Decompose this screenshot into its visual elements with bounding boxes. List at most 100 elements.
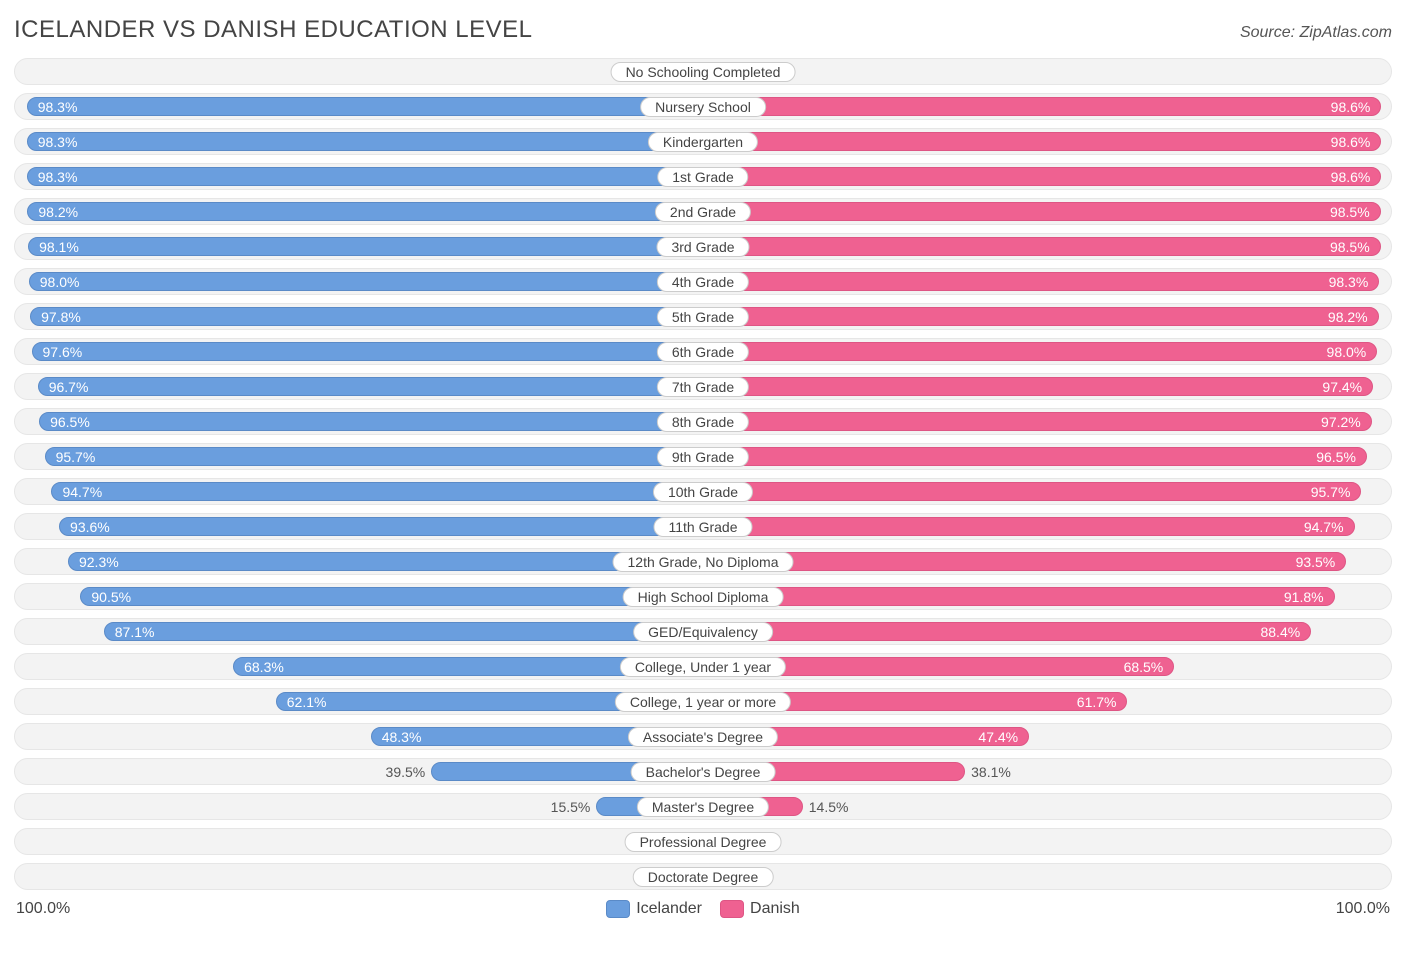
value-right: 98.6% [1321,99,1381,115]
chart-row: 98.3%98.6%Nursery School [14,93,1392,120]
bar-right: 94.7% [703,517,1355,536]
value-right: 98.2% [1318,309,1378,325]
value-right: 98.0% [1317,344,1377,360]
value-left: 96.5% [40,414,100,430]
value-left: 15.5% [545,799,597,815]
bar-right: 98.6% [703,132,1381,151]
value-left: 87.1% [105,624,165,640]
category-label: High School Diploma [623,587,784,607]
legend-label-icelander: Icelander [636,900,702,917]
value-right: 68.5% [1114,659,1174,675]
bar-right: 93.5% [703,552,1346,571]
category-label: Bachelor's Degree [631,762,776,782]
value-left: 92.3% [69,554,129,570]
bar-left: 98.3% [27,167,703,186]
chart-row: 4.8%4.4%Professional Degree [14,828,1392,855]
category-label: Professional Degree [625,832,782,852]
diverging-bar-chart: 1.7%1.5%No Schooling Completed98.3%98.6%… [12,58,1394,890]
value-left: 68.3% [234,659,294,675]
bar-right: 97.4% [703,377,1373,396]
chart-row: 90.5% 91.8% High School Diploma [14,583,1392,610]
category-label: 2nd Grade [655,202,751,222]
category-label: GED/Equivalency [633,622,773,642]
value-left: 94.7% [52,484,112,500]
value-right: 98.6% [1321,134,1381,150]
chart-row: 93.6%94.7%11th Grade [14,513,1392,540]
value-left: 98.1% [29,239,89,255]
value-left: 62.1% [277,694,337,710]
chart-footer: 100.0% Icelander Danish 100.0% [12,898,1394,922]
category-label: Master's Degree [637,797,769,817]
value-right: 98.6% [1321,169,1381,185]
chart-row: 95.7%96.5%9th Grade [14,443,1392,470]
bar-right: 98.0% [703,342,1377,361]
chart-row: 98.2%98.5%2nd Grade [14,198,1392,225]
bar-left: 92.3% [68,552,703,571]
chart-row: 94.7%95.7%10th Grade [14,478,1392,505]
legend-swatch-danish [720,900,744,918]
legend-item-icelander: Icelander [606,900,702,918]
chart-row: 15.5% 14.5% Master's Degree [14,793,1392,820]
bar-left: 98.1% [28,237,703,256]
category-label: 7th Grade [657,377,749,397]
bar-left: 96.5% [39,412,703,431]
bar-left: 98.0% [29,272,703,291]
category-label: 1st Grade [657,167,748,187]
axis-right-label: 100.0% [800,900,1390,918]
value-right: 61.7% [1067,694,1127,710]
category-label: Associate's Degree [628,727,778,747]
category-label: No Schooling Completed [611,62,796,82]
value-left: 95.7% [46,449,106,465]
chart-header: ICELANDER VS DANISH EDUCATION LEVEL Sour… [12,12,1394,58]
bar-right: 97.2% [703,412,1372,431]
chart-source: Source: ZipAtlas.com [1240,24,1392,42]
bar-right: 98.3% [703,272,1379,291]
legend-item-danish: Danish [720,900,800,918]
bar-right: 98.6% [703,167,1381,186]
value-left: 48.3% [372,729,432,745]
bar-left: 87.1% [104,622,703,641]
chart-row: 2.1%1.9%Doctorate Degree [14,863,1392,890]
chart-row: 39.5%38.1%Bachelor's Degree [14,758,1392,785]
chart-row: 98.1%98.5%3rd Grade [14,233,1392,260]
value-left: 98.3% [28,169,88,185]
bar-left: 98.2% [27,202,703,221]
category-label: Doctorate Degree [633,867,774,887]
bar-right: 98.6% [703,97,1381,116]
category-label: Nursery School [640,97,766,117]
bar-left: 95.7% [45,447,703,466]
chart-row: 98.0% 98.3%4th Grade [14,268,1392,295]
value-right: 88.4% [1250,624,1310,640]
bar-left: 94.7% [51,482,703,501]
category-label: 12th Grade, No Diploma [613,552,794,572]
legend-label-danish: Danish [750,900,800,917]
value-right: 47.4% [968,729,1028,745]
chart-row: 96.5%97.2%8th Grade [14,408,1392,435]
value-left: 98.2% [28,204,88,220]
chart-row: 62.1% 61.7% College, 1 year or more [14,688,1392,715]
category-label: 4th Grade [657,272,749,292]
value-left: 39.5% [380,764,432,780]
bar-left: 97.6% [32,342,703,361]
chart-row: 68.3%68.5%College, Under 1 year [14,653,1392,680]
bar-left: 96.7% [38,377,703,396]
bar-left: 98.3% [27,132,703,151]
value-left: 98.0% [30,274,90,290]
value-left: 97.8% [31,309,91,325]
category-label: 9th Grade [657,447,749,467]
value-left: 90.5% [81,589,141,605]
chart-row: 48.3% 47.4% Associate's Degree [14,723,1392,750]
bar-right: 98.2% [703,307,1379,326]
bar-right: 98.5% [703,237,1381,256]
chart-row: 87.1% 88.4% GED/Equivalency [14,618,1392,645]
chart-row: 96.7% 97.4%7th Grade [14,373,1392,400]
legend: Icelander Danish [606,900,800,918]
value-left: 96.7% [39,379,99,395]
bar-right: 88.4% [703,622,1311,641]
value-right: 14.5% [803,799,855,815]
value-right: 91.8% [1274,589,1334,605]
category-label: College, 1 year or more [615,692,791,712]
axis-left-label: 100.0% [16,900,606,918]
category-label: 5th Grade [657,307,749,327]
chart-title: ICELANDER VS DANISH EDUCATION LEVEL [14,16,533,44]
